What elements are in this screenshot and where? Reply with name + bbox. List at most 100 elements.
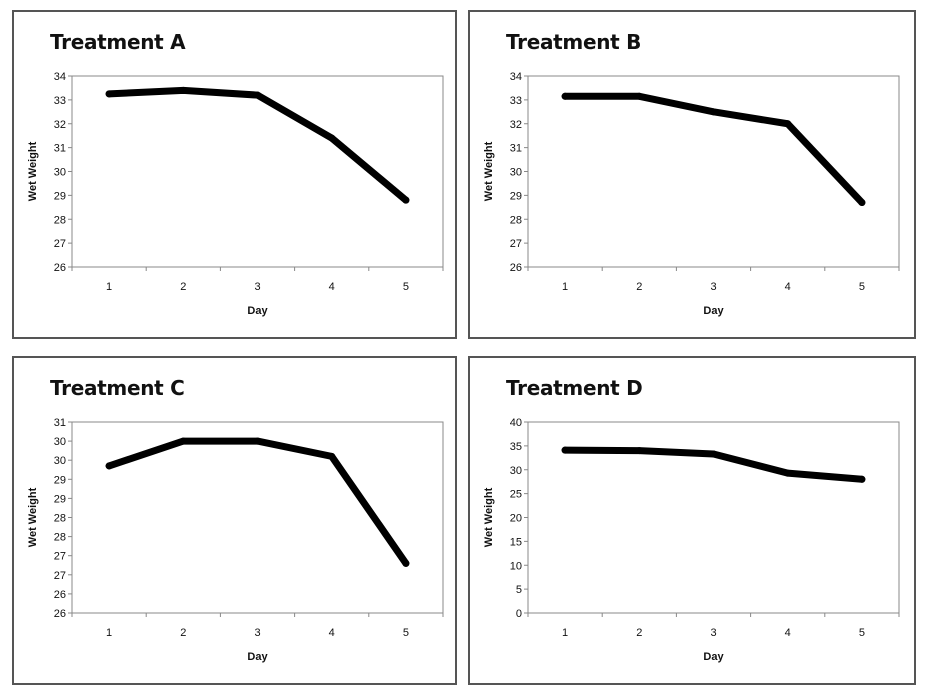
y-tick-label: 10 bbox=[510, 560, 522, 572]
x-tick-label: 4 bbox=[329, 281, 335, 293]
data-point bbox=[635, 92, 643, 100]
x-tick-label: 3 bbox=[254, 281, 260, 293]
y-axis-label: Wet Weight bbox=[483, 141, 495, 201]
chart-plot: 0 5 10 15 20 25 30 35 40 1 2 3 4 5 Day Wet Weight bbox=[483, 417, 900, 663]
data-point bbox=[858, 475, 866, 483]
y-tick-label: 20 bbox=[510, 513, 522, 525]
y-tick-label: 27 bbox=[510, 238, 522, 250]
chart-title: Treatment B bbox=[506, 30, 642, 54]
chart-plot: 26 26 27 27 28 28 29 29 30 30 31 1 2 3 4 5 Day Wet Weight bbox=[27, 417, 444, 663]
x-tick-label: 4 bbox=[785, 627, 791, 639]
y-axis-label: Wet Weight bbox=[27, 487, 39, 547]
x-tick-label: 5 bbox=[403, 281, 409, 293]
y-tick-label: 34 bbox=[510, 71, 522, 83]
data-point bbox=[254, 91, 261, 99]
y-tick-label: 33 bbox=[510, 95, 522, 107]
chart-title: Treatment D bbox=[506, 376, 643, 400]
data-point bbox=[784, 469, 792, 477]
y-tick-label: 29 bbox=[54, 190, 66, 202]
chart-panel-treatment-d: Treatment D 0 5 10 15 20 25 30 35 40 1 2 3 4 5 Day Wet … bbox=[468, 356, 916, 685]
x-tick-label: 5 bbox=[859, 627, 865, 639]
x-axis-label: Day bbox=[247, 305, 268, 317]
data-point bbox=[858, 199, 866, 207]
x-axis-label: Day bbox=[247, 651, 268, 663]
x-axis-label: Day bbox=[703, 305, 724, 317]
data-point bbox=[179, 437, 187, 445]
x-tick-label: 4 bbox=[785, 281, 791, 293]
y-axis-label: Wet Weight bbox=[483, 487, 495, 547]
series-line bbox=[105, 437, 410, 567]
data-point bbox=[402, 196, 410, 204]
data-point bbox=[561, 92, 569, 100]
y-tick-label: 26 bbox=[54, 589, 66, 601]
y-tick-label: 0 bbox=[516, 608, 522, 620]
plot-area bbox=[71, 421, 444, 614]
x-tick-label: 1 bbox=[106, 281, 112, 293]
data-point bbox=[179, 86, 187, 94]
x-tick-label: 3 bbox=[710, 281, 716, 293]
y-tick-label: 27 bbox=[54, 238, 66, 250]
y-tick-label: 29 bbox=[510, 190, 522, 202]
chart-title: Treatment C bbox=[50, 376, 185, 400]
x-tick-label: 5 bbox=[859, 281, 865, 293]
y-tick-label: 25 bbox=[510, 489, 522, 501]
y-tick-label: 15 bbox=[510, 536, 522, 548]
y-tick-label: 31 bbox=[510, 143, 522, 155]
data-point bbox=[402, 559, 410, 567]
y-tick-label: 26 bbox=[510, 262, 522, 274]
chart-title: Treatment A bbox=[50, 30, 186, 54]
chart-panel-treatment-b: Treatment B 26 27 28 29 30 31 32 33 34 1 2 3 4 5 Day We… bbox=[468, 10, 916, 339]
x-tick-label: 2 bbox=[180, 281, 186, 293]
chart-panel-treatment-a: Treatment A 26 27 28 29 30 31 32 33 34 1 2 3 4 5 Day We… bbox=[12, 10, 457, 339]
chart-panel-treatment-c: Treatment C 26 26 27 27 28 28 29 29 30 30 31 1 2 3 4 5 D… bbox=[12, 356, 457, 685]
y-tick-label: 35 bbox=[510, 441, 522, 453]
x-tick-label: 4 bbox=[329, 627, 335, 639]
x-tick-label: 2 bbox=[180, 627, 186, 639]
y-tick-label: 27 bbox=[54, 551, 66, 563]
y-tick-label: 34 bbox=[54, 71, 66, 83]
data-point bbox=[561, 446, 569, 454]
y-tick-label: 31 bbox=[54, 417, 66, 429]
y-tick-label: 26 bbox=[54, 262, 66, 274]
data-point bbox=[710, 108, 717, 116]
y-tick-label: 31 bbox=[54, 143, 66, 155]
y-tick-label: 5 bbox=[516, 584, 522, 596]
data-point bbox=[328, 452, 336, 460]
plot-area bbox=[527, 75, 900, 268]
y-tick-label: 30 bbox=[510, 465, 522, 477]
data-point bbox=[784, 120, 792, 128]
y-tick-label: 28 bbox=[54, 214, 66, 226]
y-tick-label: 29 bbox=[54, 474, 66, 486]
data-point bbox=[254, 437, 261, 445]
y-tick-label: 33 bbox=[54, 95, 66, 107]
x-axis-label: Day bbox=[703, 651, 724, 663]
y-tick-label: 27 bbox=[54, 570, 66, 582]
data-point bbox=[105, 462, 113, 470]
y-tick-label: 40 bbox=[510, 417, 522, 429]
data-point bbox=[328, 134, 336, 142]
y-tick-label: 28 bbox=[54, 532, 66, 544]
y-tick-label: 32 bbox=[54, 119, 66, 131]
y-tick-label: 28 bbox=[510, 214, 522, 226]
x-tick-label: 2 bbox=[636, 281, 642, 293]
x-tick-label: 3 bbox=[710, 627, 716, 639]
x-tick-label: 2 bbox=[636, 627, 642, 639]
y-tick-label: 26 bbox=[54, 608, 66, 620]
x-tick-label: 1 bbox=[562, 281, 568, 293]
y-tick-label: 30 bbox=[54, 167, 66, 179]
data-point bbox=[105, 90, 113, 98]
y-tick-label: 28 bbox=[54, 513, 66, 525]
y-tick-label: 30 bbox=[510, 167, 522, 179]
y-tick-label: 29 bbox=[54, 493, 66, 505]
data-point bbox=[710, 450, 717, 458]
y-tick-label: 30 bbox=[54, 436, 66, 448]
y-axis-label: Wet Weight bbox=[27, 141, 39, 201]
y-tick-label: 32 bbox=[510, 119, 522, 131]
plot-area bbox=[71, 75, 444, 268]
x-tick-label: 1 bbox=[106, 627, 112, 639]
x-tick-label: 5 bbox=[403, 627, 409, 639]
data-point bbox=[635, 447, 643, 455]
y-tick-label: 30 bbox=[54, 455, 66, 467]
